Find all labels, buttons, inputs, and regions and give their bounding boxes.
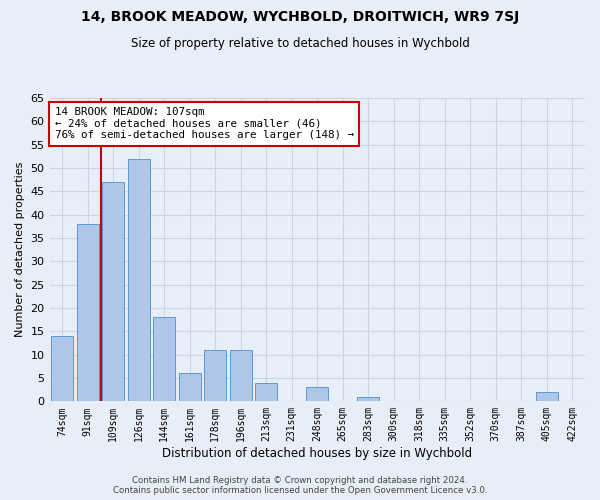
X-axis label: Distribution of detached houses by size in Wychbold: Distribution of detached houses by size … (162, 447, 472, 460)
Bar (128, 158, 149, 402)
Bar (256, 382, 277, 402)
Bar (536, 392, 557, 402)
Bar (179, 374, 200, 402)
Bar (77, 224, 98, 402)
Text: Size of property relative to detached houses in Wychbold: Size of property relative to detached ho… (131, 38, 469, 51)
Text: 14, BROOK MEADOW, WYCHBOLD, DROITWICH, WR9 7SJ: 14, BROOK MEADOW, WYCHBOLD, DROITWICH, W… (81, 10, 519, 24)
Bar (358, 396, 379, 402)
Bar (103, 182, 124, 402)
Bar (154, 318, 175, 402)
Y-axis label: Number of detached properties: Number of detached properties (15, 162, 25, 338)
Bar (230, 350, 251, 402)
Bar (52, 336, 73, 402)
Text: Contains HM Land Registry data © Crown copyright and database right 2024.
Contai: Contains HM Land Registry data © Crown c… (113, 476, 487, 495)
Bar (205, 350, 226, 402)
Bar (307, 388, 328, 402)
Text: 14 BROOK MEADOW: 107sqm
← 24% of detached houses are smaller (46)
76% of semi-de: 14 BROOK MEADOW: 107sqm ← 24% of detache… (55, 107, 354, 140)
